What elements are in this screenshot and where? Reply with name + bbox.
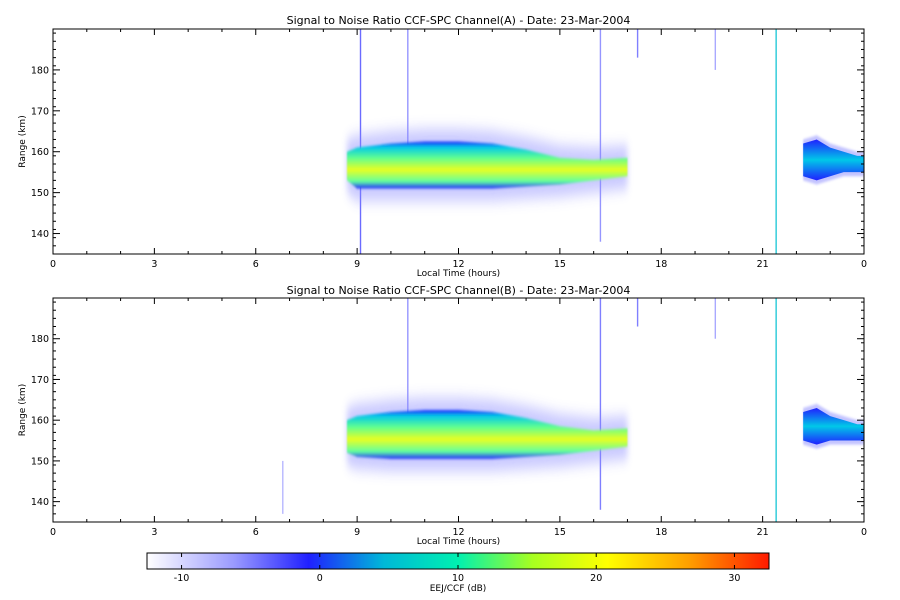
main-echo xyxy=(346,141,628,189)
y-tick-label: 150 xyxy=(31,188,49,199)
chart-title: Signal to Noise Ratio CCF-SPC Channel(A)… xyxy=(287,14,631,27)
y-tick-label: 180 xyxy=(31,334,49,345)
y-tick-label: 170 xyxy=(31,375,49,386)
y-axis-label: Range (km) xyxy=(18,384,28,436)
x-tick-label: 3 xyxy=(151,259,157,270)
y-tick-label: 150 xyxy=(31,456,49,467)
noise-streak xyxy=(775,298,777,522)
x-tick-label: 12 xyxy=(452,527,464,538)
y-axis-label: Range (km) xyxy=(18,115,28,167)
y-tick-label: 170 xyxy=(31,106,49,117)
y-tick-label: 180 xyxy=(31,65,49,76)
noise-streak xyxy=(599,29,602,242)
y-tick-label: 140 xyxy=(31,497,49,508)
noise-streak xyxy=(282,460,284,514)
x-tick-label: 0 xyxy=(861,527,867,538)
x-tick-label: 9 xyxy=(354,259,360,270)
x-tick-label: 0 xyxy=(50,259,56,270)
colorbar-tick-label: 0 xyxy=(317,573,323,584)
colorbar-label: EEJ/CCF (dB) xyxy=(430,584,487,594)
y-tick-label: 160 xyxy=(31,147,49,158)
x-tick-label: 9 xyxy=(354,527,360,538)
panel-channel-b: 0 3 6 9 12 15 18 21 0 140 150 160 170 180 Signal to No… xyxy=(18,284,867,547)
colorbar-tick-label: 30 xyxy=(728,573,740,584)
chart-title: Signal to Noise Ratio CCF-SPC Channel(B)… xyxy=(287,284,631,297)
x-tick-label: 21 xyxy=(757,527,769,538)
x-tick-label: 12 xyxy=(452,259,464,270)
x-axis-label: Local Time (hours) xyxy=(417,537,500,547)
x-tick-label: 3 xyxy=(151,527,157,538)
y-tick-label: 140 xyxy=(31,229,49,240)
x-axis-label: Local Time (hours) xyxy=(417,269,500,279)
colorbar: -10 0 10 20 30 EEJ/CCF (dB) xyxy=(146,552,770,594)
x-tick-label: 21 xyxy=(757,259,769,270)
y-tick-label: 160 xyxy=(31,416,49,427)
late-echo xyxy=(803,407,864,445)
colorbar-tick-label: 10 xyxy=(452,573,464,584)
panel-channel-a: 0 3 6 9 12 15 18 21 0 140 150 160 170 180 Signal to No… xyxy=(18,14,867,279)
x-tick-label: 6 xyxy=(253,259,259,270)
x-tick-label: 0 xyxy=(50,527,56,538)
x-tick-label: 15 xyxy=(554,259,566,270)
noise-streak xyxy=(714,298,717,339)
noise-streak xyxy=(714,29,717,70)
late-echo xyxy=(803,139,864,181)
noise-streak xyxy=(599,298,602,510)
noise-streak xyxy=(407,298,409,421)
noise-streak xyxy=(636,298,639,327)
noise-streak xyxy=(407,29,409,152)
colorbar-tick-label: -10 xyxy=(174,573,190,584)
plot-area xyxy=(346,29,864,254)
noise-streak xyxy=(636,29,639,58)
noise-streak xyxy=(775,29,777,254)
x-tick-label: 0 xyxy=(861,259,867,270)
colorbar-tick-label: 20 xyxy=(590,573,602,584)
main-echo xyxy=(346,410,628,459)
plot-area xyxy=(282,298,864,522)
x-tick-label: 18 xyxy=(655,259,667,270)
x-tick-label: 15 xyxy=(554,527,566,538)
x-tick-label: 6 xyxy=(253,527,259,538)
x-tick-label: 18 xyxy=(655,527,667,538)
